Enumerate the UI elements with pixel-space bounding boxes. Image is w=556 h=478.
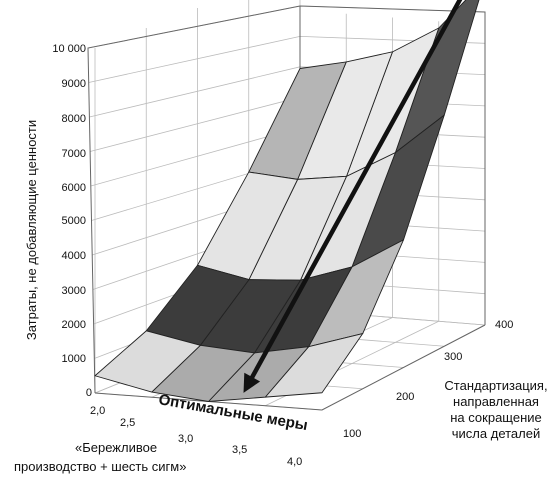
x-axis-label: производство + шесть сигм» <box>14 459 186 474</box>
optimal-direction-arrow <box>243 0 463 393</box>
y-axis-label: числа деталей <box>452 426 540 441</box>
y-axis-label: на сокращение <box>450 410 542 425</box>
y-tick-label: 100 <box>343 428 361 440</box>
arrow-head <box>243 372 261 393</box>
z-tick-label: 6000 <box>62 182 86 194</box>
y-axis-label: направленная <box>453 394 539 409</box>
floor-frame <box>94 324 486 411</box>
surface-cell <box>94 330 201 393</box>
x-tick-label: 3,0 <box>178 433 193 445</box>
z-tick-label: 1000 <box>62 353 86 365</box>
y-axis-label: Стандартизация, <box>444 378 547 393</box>
y-tick-label: 200 <box>396 391 414 403</box>
x-axis-label: «Бережливое <box>75 440 157 455</box>
z-tick-label: 7000 <box>62 148 86 160</box>
z-tick-label: 0 <box>86 387 92 399</box>
z-tick-label: 2000 <box>62 319 86 331</box>
z-axis-label: Затраты, не добавляющие ценности <box>24 120 39 340</box>
x-tick-label: 3,5 <box>232 444 247 456</box>
x-tick-label: 2,0 <box>90 405 105 417</box>
y-tick-label: 400 <box>495 319 513 331</box>
arrow-shaft <box>246 0 463 387</box>
z-tick-label: 3000 <box>62 285 86 297</box>
z-tick-label: 8000 <box>62 113 86 125</box>
surface-mesh <box>94 0 480 402</box>
x-tick-label: 4,0 <box>287 456 302 468</box>
z-tick-label: 4000 <box>62 250 86 262</box>
x-tick-label: 2,5 <box>120 417 135 429</box>
y-tick-label: 300 <box>444 351 462 363</box>
z-tick-label: 9000 <box>62 78 86 90</box>
z-tick-label: 5000 <box>62 215 86 227</box>
z-tick-label: 10 000 <box>52 43 86 55</box>
